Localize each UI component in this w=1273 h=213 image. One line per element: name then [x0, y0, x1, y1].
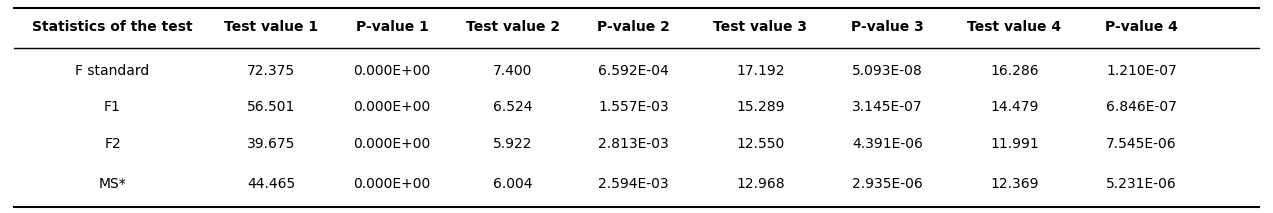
Text: F standard: F standard: [75, 64, 150, 78]
Text: 11.991: 11.991: [990, 137, 1039, 151]
Text: 2.594E-03: 2.594E-03: [598, 177, 668, 191]
Text: MS*: MS*: [99, 177, 126, 191]
Text: 17.192: 17.192: [736, 64, 784, 78]
Text: Test value 4: Test value 4: [967, 20, 1062, 34]
Text: P-value 1: P-value 1: [355, 20, 429, 34]
Text: 6.524: 6.524: [493, 99, 532, 114]
Text: 6.592E-04: 6.592E-04: [598, 64, 668, 78]
Text: F1: F1: [104, 99, 121, 114]
Text: 7.400: 7.400: [493, 64, 532, 78]
Text: 0.000E+00: 0.000E+00: [354, 99, 430, 114]
Text: 1.210E-07: 1.210E-07: [1106, 64, 1176, 78]
Text: 12.968: 12.968: [736, 177, 784, 191]
Text: 15.289: 15.289: [736, 99, 784, 114]
Text: 5.231E-06: 5.231E-06: [1106, 177, 1176, 191]
Text: P-value 2: P-value 2: [597, 20, 670, 34]
Text: 1.557E-03: 1.557E-03: [598, 99, 668, 114]
Text: 6.004: 6.004: [493, 177, 532, 191]
Text: 12.369: 12.369: [990, 177, 1039, 191]
Text: P-value 4: P-value 4: [1105, 20, 1178, 34]
Text: 0.000E+00: 0.000E+00: [354, 137, 430, 151]
Text: 7.545E-06: 7.545E-06: [1106, 137, 1176, 151]
Text: 6.846E-07: 6.846E-07: [1106, 99, 1176, 114]
Text: Test value 2: Test value 2: [466, 20, 560, 34]
Text: 16.286: 16.286: [990, 64, 1039, 78]
Text: 4.391E-06: 4.391E-06: [852, 137, 923, 151]
Text: 0.000E+00: 0.000E+00: [354, 177, 430, 191]
Text: 2.935E-06: 2.935E-06: [852, 177, 923, 191]
Text: 72.375: 72.375: [247, 64, 295, 78]
Text: 5.922: 5.922: [493, 137, 532, 151]
Text: 56.501: 56.501: [247, 99, 295, 114]
Text: 14.479: 14.479: [990, 99, 1039, 114]
Text: 5.093E-08: 5.093E-08: [852, 64, 923, 78]
Text: Test value 1: Test value 1: [224, 20, 318, 34]
Text: 39.675: 39.675: [247, 137, 295, 151]
Text: 3.145E-07: 3.145E-07: [852, 99, 923, 114]
Text: 2.813E-03: 2.813E-03: [598, 137, 668, 151]
Text: Statistics of the test: Statistics of the test: [32, 20, 192, 34]
Text: Test value 3: Test value 3: [713, 20, 807, 34]
Text: 12.550: 12.550: [736, 137, 784, 151]
Text: 44.465: 44.465: [247, 177, 295, 191]
Text: P-value 3: P-value 3: [850, 20, 924, 34]
Text: 0.000E+00: 0.000E+00: [354, 64, 430, 78]
Text: F2: F2: [104, 137, 121, 151]
